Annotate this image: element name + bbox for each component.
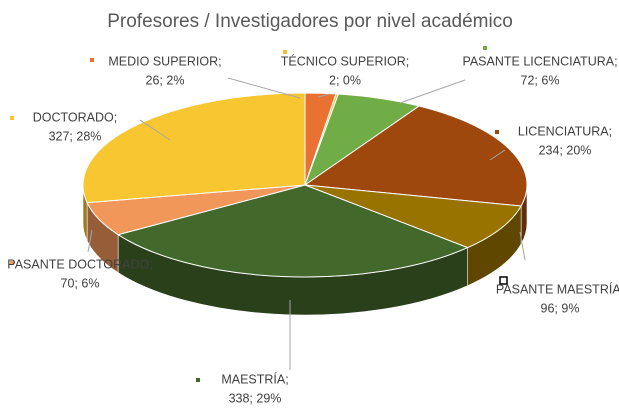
label-marker xyxy=(499,276,508,285)
label-marker xyxy=(483,46,487,50)
data-label-value: 70; 6% xyxy=(61,276,100,290)
label-marker xyxy=(10,116,14,120)
data-label-category: MAESTRÍA; xyxy=(221,371,288,386)
label-marker xyxy=(495,130,499,134)
slice xyxy=(303,105,528,207)
label-marker xyxy=(283,50,287,54)
data-label-value: 26; 2% xyxy=(146,73,185,87)
leader-line xyxy=(317,93,331,98)
label-marker xyxy=(90,58,94,62)
data-label-category: PASANTE MAESTRÍA; xyxy=(496,281,619,296)
data-label-value: 327; 28% xyxy=(49,129,102,143)
data-label-value: 2; 0% xyxy=(329,73,361,87)
data-label-category: MEDIO SUPERIOR; xyxy=(108,54,221,68)
data-label-value: 72; 6% xyxy=(521,73,560,87)
label-marker xyxy=(10,261,14,265)
leader-line xyxy=(519,231,526,261)
leader-line xyxy=(139,119,171,141)
slice xyxy=(82,92,306,204)
data-label-value: 338; 29% xyxy=(229,391,282,405)
data-label-category: LICENCIATURA; xyxy=(518,124,612,138)
chart-title: Profesores / Investigadores por nivel ac… xyxy=(107,11,513,32)
slice xyxy=(304,184,522,249)
leader-line xyxy=(489,149,506,161)
label-marker xyxy=(196,378,200,382)
leader-line xyxy=(399,79,466,104)
leader-line xyxy=(227,77,301,99)
data-label-category: TÉCNICO SUPERIOR; xyxy=(281,53,410,68)
data-label-value: 96; 9% xyxy=(541,301,580,315)
data-label-category: DOCTORADO; xyxy=(33,110,118,124)
data-label-value: 234; 20% xyxy=(539,143,592,157)
leader-line xyxy=(87,229,93,253)
data-label-category: PASANTE DOCTORADO; xyxy=(7,257,152,271)
data-label-category: PASANTE LICENCIATURA; xyxy=(462,54,617,68)
slice xyxy=(116,184,469,278)
